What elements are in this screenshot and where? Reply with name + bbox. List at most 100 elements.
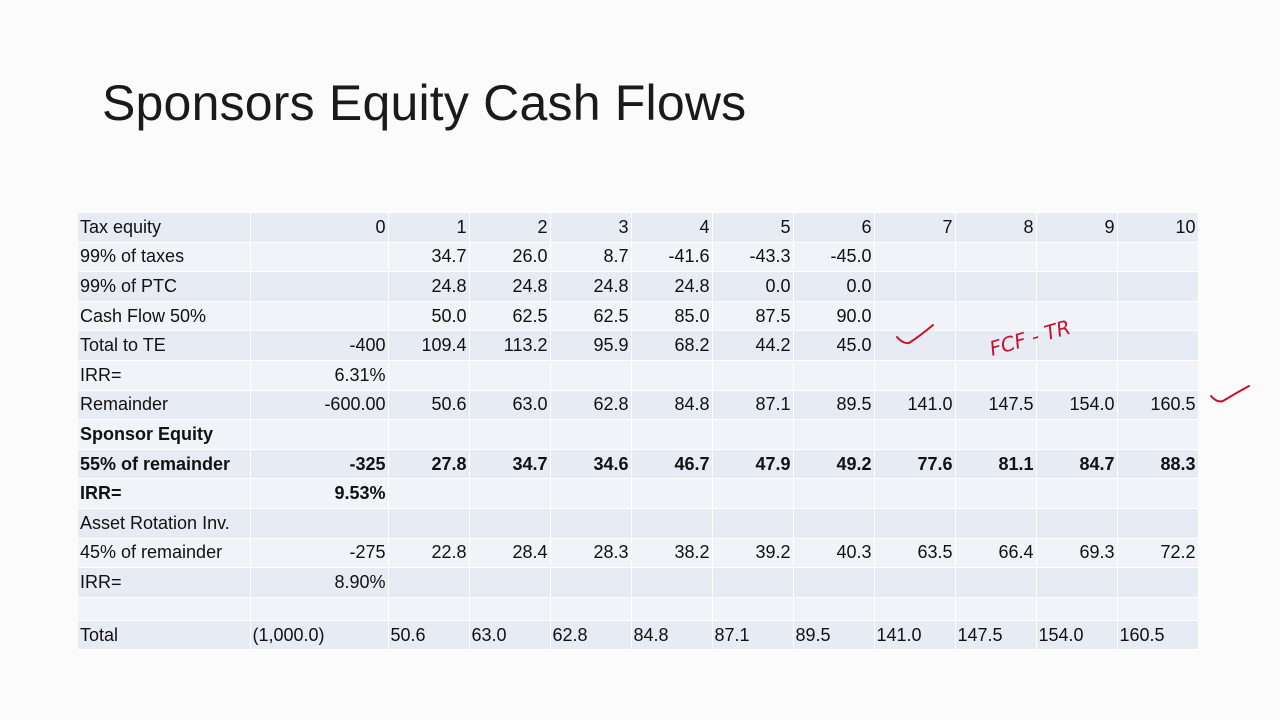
table-cell: 7	[874, 213, 956, 243]
table-cell	[955, 478, 1037, 509]
table-cell: 34.7	[469, 449, 551, 480]
table-cell: 160.5	[1117, 620, 1199, 651]
table-cell: 63.5	[874, 538, 956, 569]
checkmark-icon	[1210, 385, 1250, 403]
table-cell: 63.0	[469, 620, 551, 651]
table-cell	[550, 360, 632, 391]
table-cell: 109.4	[388, 330, 470, 361]
table-cell: -275	[250, 538, 389, 569]
table-cell: 26.0	[469, 242, 551, 273]
table-row: Total to TE -400 109.4 113.2 95.9 68.2 44.2 45.…	[78, 330, 1199, 361]
table-cell: 87.1	[712, 620, 794, 651]
table-row: 45% of remainder -275 22.8 28.4 28.3 38.2 39.2…	[78, 538, 1199, 569]
table-cell: 113.2	[469, 330, 551, 361]
table-cell: 45.0	[793, 330, 875, 361]
table-cell	[955, 330, 1037, 361]
row-label: 99% of taxes	[78, 242, 251, 273]
table-cell	[631, 478, 713, 509]
table-cell	[712, 508, 794, 539]
table-cell: 28.4	[469, 538, 551, 569]
table-cell: 22.8	[388, 538, 470, 569]
table-cell: 66.4	[955, 538, 1037, 569]
table-cell	[469, 360, 551, 391]
table-cell: 38.2	[631, 538, 713, 569]
row-label: 55% of remainder	[78, 449, 251, 480]
row-label: IRR=	[78, 360, 251, 391]
table-cell: 72.2	[1117, 538, 1199, 569]
table-cell: -43.3	[712, 242, 794, 273]
table-cell	[1117, 508, 1199, 539]
table-cell	[874, 478, 956, 509]
row-label: Total	[78, 620, 251, 651]
table-cell	[955, 567, 1037, 598]
row-label: Cash Flow 50%	[78, 301, 251, 332]
table-cell: 8	[955, 213, 1037, 243]
table-cell	[1117, 597, 1199, 621]
table-row: Total (1,000.0) 50.6 63.0 62.8 84.8 87.1 89.5 14…	[78, 620, 1199, 651]
table-cell: -600.00	[250, 390, 389, 421]
table-cell: 0	[250, 213, 389, 243]
table-cell: 87.5	[712, 301, 794, 332]
table-cell	[1036, 301, 1118, 332]
table-cell: 62.5	[550, 301, 632, 332]
row-label: IRR=	[78, 567, 251, 598]
table-row: IRR= 6.31%	[78, 360, 1199, 391]
table-cell	[250, 242, 389, 273]
table-cell: 40.3	[793, 538, 875, 569]
table-cell	[874, 567, 956, 598]
table-cell	[631, 567, 713, 598]
cash-flow-table: Tax equity 0 1 2 3 4 5 6 7 8 9 10 99% of taxes 34.7 26…	[78, 213, 1199, 651]
table-cell: -400	[250, 330, 389, 361]
table-cell	[712, 597, 794, 621]
table-cell: -41.6	[631, 242, 713, 273]
table-cell: 85.0	[631, 301, 713, 332]
table-cell: 27.8	[388, 449, 470, 480]
table-row: 55% of remainder -325 27.8 34.7 34.6 46.7 47.9…	[78, 449, 1199, 480]
table-row: Cash Flow 50% 50.0 62.5 62.5 85.0 87.5 90.0	[78, 301, 1199, 332]
table-cell: 141.0	[874, 390, 956, 421]
table-cell	[955, 360, 1037, 391]
table-cell	[955, 508, 1037, 539]
table-cell	[1036, 360, 1118, 391]
table-cell	[388, 567, 470, 598]
table-cell: 0.0	[793, 271, 875, 302]
table-row: Remainder -600.00 50.6 63.0 62.8 84.8 87.1 89.5…	[78, 390, 1199, 421]
table-cell	[469, 508, 551, 539]
table-cell	[874, 419, 956, 450]
table-cell	[1117, 567, 1199, 598]
table-cell: 62.8	[550, 620, 632, 651]
table-cell	[1036, 271, 1118, 302]
table-cell	[793, 597, 875, 621]
table-row: Sponsor Equity	[78, 419, 1199, 450]
table-cell: 24.8	[388, 271, 470, 302]
table-cell: 28.3	[550, 538, 632, 569]
table-cell: 4	[631, 213, 713, 243]
table-cell	[388, 597, 470, 621]
row-label: Remainder	[78, 390, 251, 421]
row-label: Sponsor Equity	[78, 419, 251, 450]
table-cell	[631, 597, 713, 621]
table-cell: 50.6	[388, 390, 470, 421]
table-cell: 44.2	[712, 330, 794, 361]
table-cell	[1036, 567, 1118, 598]
table-cell	[1036, 478, 1118, 509]
table-cell	[712, 360, 794, 391]
table-cell	[388, 478, 470, 509]
table-cell	[388, 419, 470, 450]
table-cell: -45.0	[793, 242, 875, 273]
table-cell	[793, 478, 875, 509]
table-row: IRR= 8.90%	[78, 567, 1199, 598]
table-cell	[1117, 330, 1199, 361]
table-cell: 62.5	[469, 301, 551, 332]
table-cell: 3	[550, 213, 632, 243]
table-cell: 34.7	[388, 242, 470, 273]
table-cell: 84.8	[631, 620, 713, 651]
table-cell: (1,000.0)	[250, 620, 389, 651]
table-cell	[1036, 419, 1118, 450]
table-row: IRR= 9.53%	[78, 478, 1199, 509]
table-cell	[874, 597, 956, 621]
table-cell: 69.3	[1036, 538, 1118, 569]
table-cell	[712, 478, 794, 509]
table-cell: 77.6	[874, 449, 956, 480]
table-cell: 62.8	[550, 390, 632, 421]
